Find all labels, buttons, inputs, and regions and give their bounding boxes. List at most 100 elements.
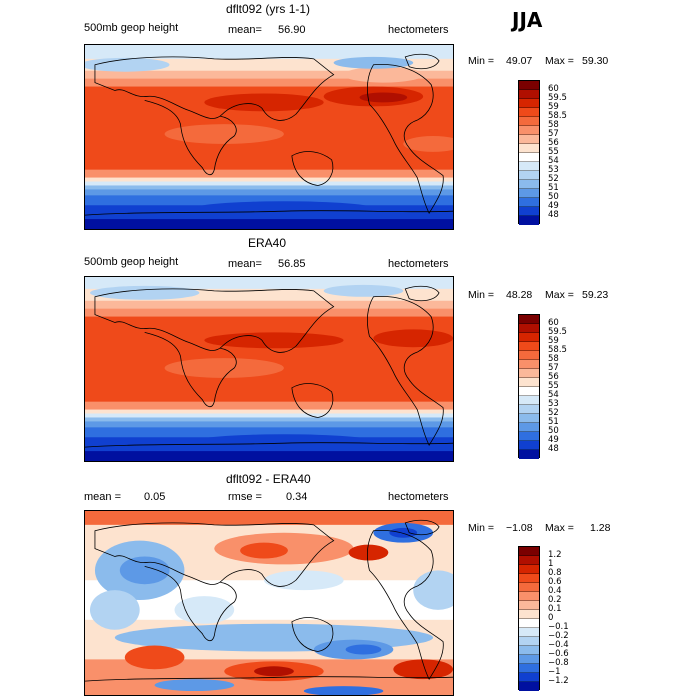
- colorbar-tick-label: 49: [548, 435, 559, 445]
- colorbar-tick-label: 53: [548, 399, 559, 409]
- colorbar-swatch: [519, 664, 539, 673]
- panel-3-max-value: 1.28: [590, 522, 611, 534]
- colorbar-tick-label: 0: [548, 613, 554, 623]
- colorbar-swatch: [519, 81, 539, 90]
- panel-3-colorbar: [518, 546, 540, 691]
- colorbar-swatch: [519, 351, 539, 360]
- colorbar-tick-label: 55: [548, 381, 559, 391]
- panel-2-min-value: 48.28: [506, 289, 533, 301]
- colorbar-tick-label: 0.6: [548, 577, 562, 587]
- colorbar-tick-label: 48: [548, 444, 559, 454]
- colorbar-swatch: [519, 646, 539, 655]
- colorbar-tick-label: 58.5: [548, 111, 567, 121]
- colorbar-swatch: [519, 574, 539, 583]
- colorbar-swatch: [519, 547, 539, 556]
- colorbar-swatch: [519, 565, 539, 574]
- panel-3-mean-label: mean =: [84, 491, 121, 503]
- panel-2-map: [84, 276, 454, 462]
- colorbar-tick-label: −0.1: [548, 622, 569, 632]
- colorbar-swatch: [519, 216, 539, 225]
- colorbar-tick-label: 60: [548, 84, 559, 94]
- panel-3-max-label: Max =: [545, 522, 574, 534]
- colorbar-tick-label: 0.2: [548, 595, 562, 605]
- panel-3-min-value: −1.08: [506, 522, 533, 534]
- colorbar-swatch: [519, 655, 539, 664]
- panel-2-max-value: 59.23: [582, 289, 609, 301]
- colorbar-swatch: [519, 592, 539, 601]
- colorbar-tick-label: 57: [548, 129, 559, 139]
- colorbar-tick-label: 52: [548, 408, 559, 418]
- panel-2-mean-label: mean=: [228, 258, 262, 270]
- colorbar-tick-label: 56: [548, 138, 559, 148]
- panel-3-rmse-label: rmse =: [228, 491, 262, 503]
- panel-1-mean-value: 56.90: [278, 24, 306, 36]
- colorbar-tick-label: 53: [548, 165, 559, 175]
- colorbar-swatch: [519, 423, 539, 432]
- colorbar-tick-label: −0.2: [548, 631, 569, 641]
- colorbar-tick-label: 0.1: [548, 604, 562, 614]
- colorbar-swatch: [519, 583, 539, 592]
- panel-2-title: ERA40: [248, 236, 287, 250]
- colorbar-swatch: [519, 144, 539, 153]
- panel-1-mean-label: mean=: [228, 24, 262, 36]
- colorbar-tick-label: 57: [548, 363, 559, 373]
- panel-2-min-label: Min =: [468, 289, 494, 301]
- colorbar-tick-label: 0.4: [548, 586, 562, 596]
- panel-2-units: hectometers: [388, 258, 449, 270]
- panel-1-min-value: 49.07: [506, 55, 533, 67]
- season-label: JJA: [512, 8, 543, 32]
- panel-1-variable-label: 500mb geop height: [84, 22, 179, 34]
- colorbar-swatch: [519, 207, 539, 216]
- colorbar-swatch: [519, 619, 539, 628]
- panel-1-map: [84, 44, 454, 230]
- colorbar-swatch: [519, 405, 539, 414]
- colorbar-swatch: [519, 162, 539, 171]
- colorbar-swatch: [519, 342, 539, 351]
- colorbar-swatch: [519, 198, 539, 207]
- colorbar-swatch: [519, 432, 539, 441]
- colorbar-swatch: [519, 171, 539, 180]
- panel-1-title: dflt092 (yrs 1-1): [226, 2, 311, 16]
- colorbar-swatch: [519, 315, 539, 324]
- colorbar-swatch: [519, 333, 539, 342]
- panel-2-max-label: Max =: [545, 289, 574, 301]
- colorbar-tick-label: 55: [548, 147, 559, 157]
- colorbar-tick-label: 54: [548, 156, 559, 166]
- colorbar-swatch: [519, 108, 539, 117]
- colorbar-tick-label: 56: [548, 372, 559, 382]
- colorbar-swatch: [519, 610, 539, 619]
- colorbar-tick-label: 58: [548, 354, 559, 364]
- colorbar-tick-label: −0.8: [548, 658, 569, 668]
- panel-1-max-label: Max =: [545, 55, 574, 67]
- colorbar-swatch: [519, 387, 539, 396]
- colorbar-swatch: [519, 601, 539, 610]
- colorbar-tick-label: −0.6: [548, 649, 569, 659]
- colorbar-tick-label: 60: [548, 318, 559, 328]
- colorbar-swatch: [519, 90, 539, 99]
- colorbar-tick-label: −1.2: [548, 676, 569, 686]
- colorbar-tick-label: 51: [548, 417, 559, 427]
- colorbar-swatch: [519, 378, 539, 387]
- colorbar-tick-label: 52: [548, 174, 559, 184]
- colorbar-swatch: [519, 135, 539, 144]
- colorbar-swatch: [519, 396, 539, 405]
- panel-3-min-label: Min =: [468, 522, 494, 534]
- panel-3-map: [84, 510, 454, 696]
- panel-1-colorbar: [518, 80, 540, 225]
- colorbar-swatch: [519, 189, 539, 198]
- colorbar-swatch: [519, 556, 539, 565]
- panel-3-title: dflt092 - ERA40: [226, 472, 311, 486]
- colorbar-tick-label: 48: [548, 210, 559, 220]
- colorbar-swatch: [519, 126, 539, 135]
- panel-1-max-value: 59.30: [582, 55, 609, 67]
- panel-2-mean-value: 56.85: [278, 258, 306, 270]
- panel-2-colorbar: [518, 314, 540, 459]
- colorbar-swatch: [519, 324, 539, 333]
- colorbar-tick-label: 58.5: [548, 345, 567, 355]
- colorbar-tick-label: 59.5: [548, 327, 567, 337]
- colorbar-tick-label: −1: [548, 667, 561, 677]
- colorbar-tick-label: −0.4: [548, 640, 569, 650]
- panel-3-rmse-value: 0.34: [286, 491, 308, 503]
- colorbar-tick-label: 51: [548, 183, 559, 193]
- colorbar-tick-label: 49: [548, 201, 559, 211]
